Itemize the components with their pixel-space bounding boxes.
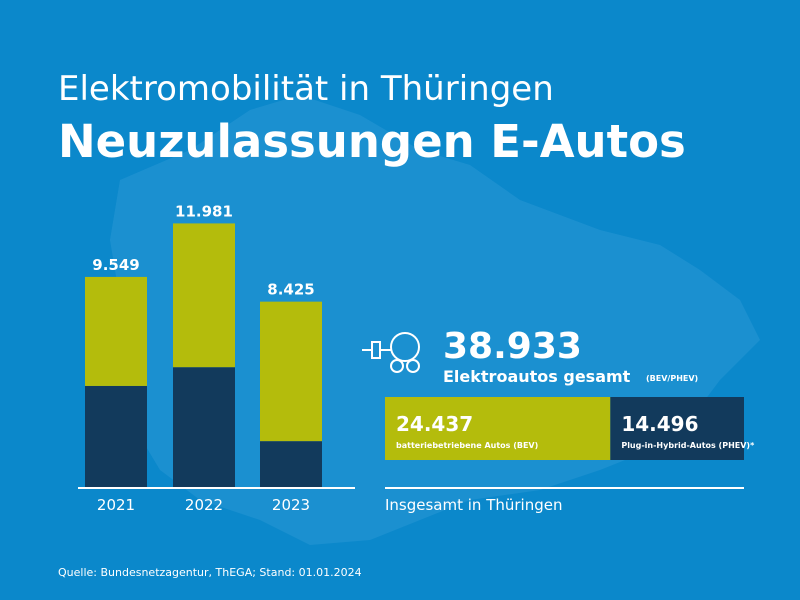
chart-subtitle: Neuzulassungen E-Autos: [58, 115, 686, 168]
bar-segment: [260, 441, 322, 487]
source: Quelle: Bundesnetzagentur, ThEGA; Stand:…: [58, 566, 362, 579]
overall-value: 24.437: [396, 412, 473, 436]
bar-segment: [173, 223, 235, 368]
summary-label: Elektroautos gesamt: [443, 367, 631, 386]
plug-icon: [362, 332, 420, 373]
chart-title: Elektromobilität in Thüringen: [58, 69, 554, 109]
bar-segment: [85, 385, 147, 487]
total-label: 9.549: [92, 256, 139, 274]
x-tick-label: 2021: [97, 496, 135, 514]
overall-name: batteriebetriebene Autos (BEV): [396, 441, 538, 450]
bar-segment: [85, 276, 147, 386]
overall-box: [610, 397, 744, 460]
overall-box: [385, 397, 611, 460]
x-tick-label: 2023: [272, 496, 310, 514]
total-label: 8.425: [267, 281, 314, 299]
summary-note: (BEV/PHEV): [646, 374, 698, 383]
overall-value: 14.496: [621, 412, 698, 436]
summary-caption: Insgesamt in Thüringen: [385, 496, 562, 514]
total-label: 11.981: [175, 202, 233, 220]
overall-name: Plug-in-Hybrid-Autos (PHEV)*: [621, 441, 755, 450]
x-tick-label: 2022: [185, 496, 223, 514]
summary-total: 38.933: [443, 326, 582, 367]
bar-segment: [173, 367, 235, 487]
bar-segment: [260, 301, 322, 442]
